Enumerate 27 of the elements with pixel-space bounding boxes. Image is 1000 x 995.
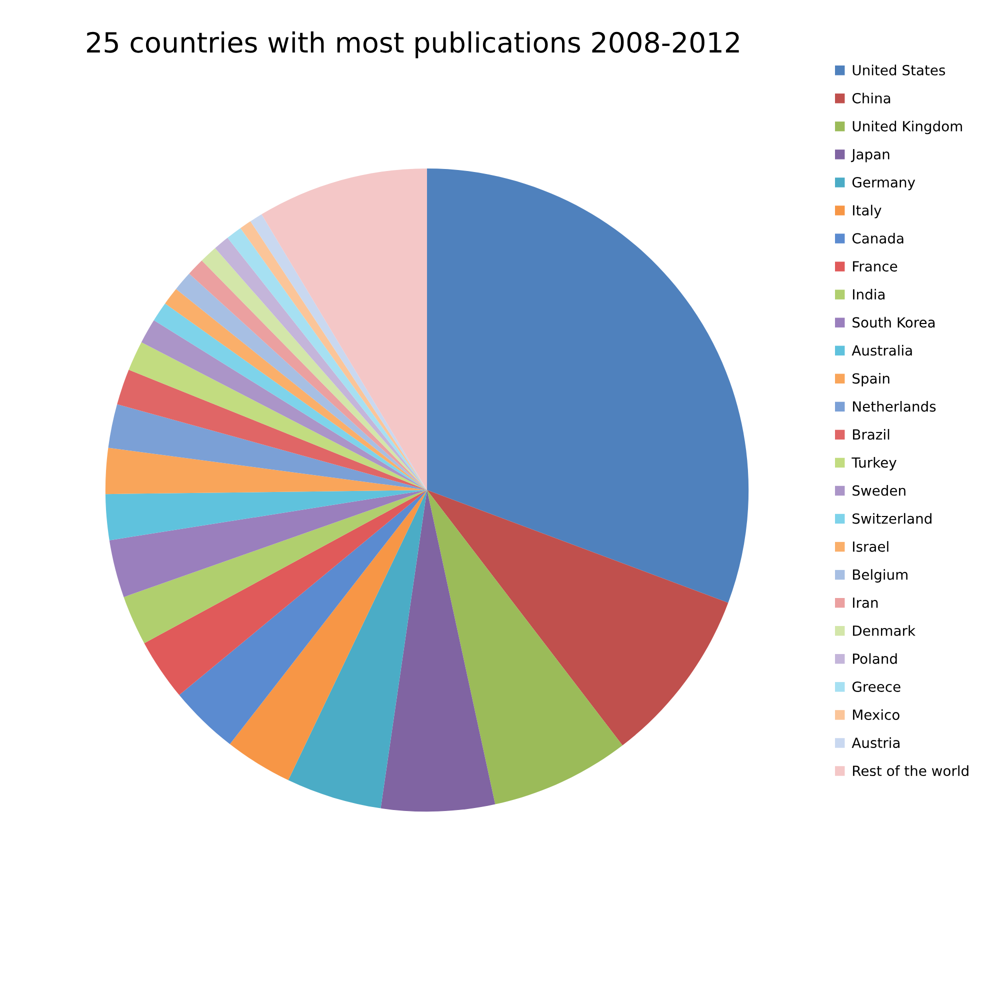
legend-label: India [853,288,884,300]
legend-label: United States [852,64,946,76]
legend-label: Sweden [852,485,906,496]
legend-label: Poland [853,653,897,664]
legend-label: Belgium [853,569,908,583]
legend-label: Switzerland [852,513,932,524]
legend-label: Iran [853,598,878,608]
legend-label: South Korea [852,316,935,328]
legend-label: Italy [853,204,882,218]
legend-label: Rest of the world [853,765,968,776]
legend-label: United Kingdom [852,120,962,134]
legend-label: Israel [853,541,888,552]
legend-label: Canada [852,232,904,244]
legend-label: France [853,261,898,272]
legend-label: Brazil [853,429,890,440]
legend-label: Spain [852,372,890,386]
legend-label: Australia [852,344,912,356]
legend-label: Austria [852,737,900,748]
chart-title: 25 countries with most publications 2008-2012 [87,31,739,58]
legend-label: China [852,92,890,104]
legend-label: Netherlands [853,400,936,412]
legend-label: Germany [852,177,916,190]
legend-label: Denmark [853,625,916,636]
legend-label: Japan [850,149,890,162]
legend-label: Greece [852,681,900,692]
legend-label: Mexico [853,709,900,720]
legend-label: Turkey [852,457,896,470]
